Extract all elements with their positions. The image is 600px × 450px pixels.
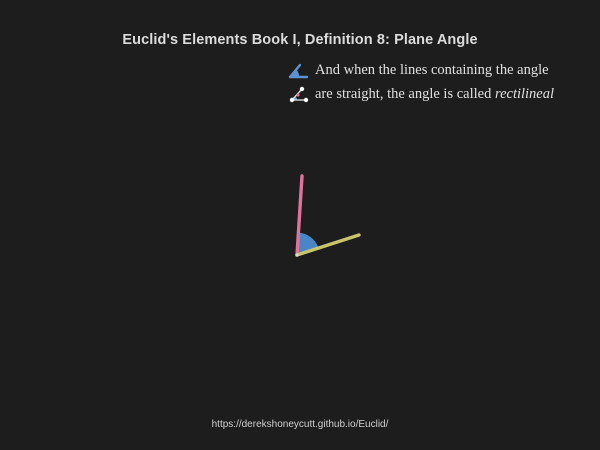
vertex-point [295,253,299,257]
angle-sector [297,232,319,255]
definition-row-1: And when the lines containing the angle [287,59,549,81]
footer-url[interactable]: https://derekshoneycutt.github.io/Euclid… [211,419,389,430]
angle-sector-icon [288,63,309,79]
definition-line-1: And when the lines containing the angle [315,61,549,78]
definition-line-2: are straight, the angle is called rectil… [315,86,554,103]
straight-line-lower [295,233,361,257]
rectilineal-term: rectilineal [494,85,555,102]
definition-row-2: are straight, the angle is called rectil… [287,83,554,105]
straight-line-upper [295,174,304,257]
definition-line-2-prefix: are straight, the angle is called [315,85,495,102]
page-title: Euclid's Elements Book I, Definition 8: … [122,32,478,48]
straight-lines-icon [289,86,309,103]
